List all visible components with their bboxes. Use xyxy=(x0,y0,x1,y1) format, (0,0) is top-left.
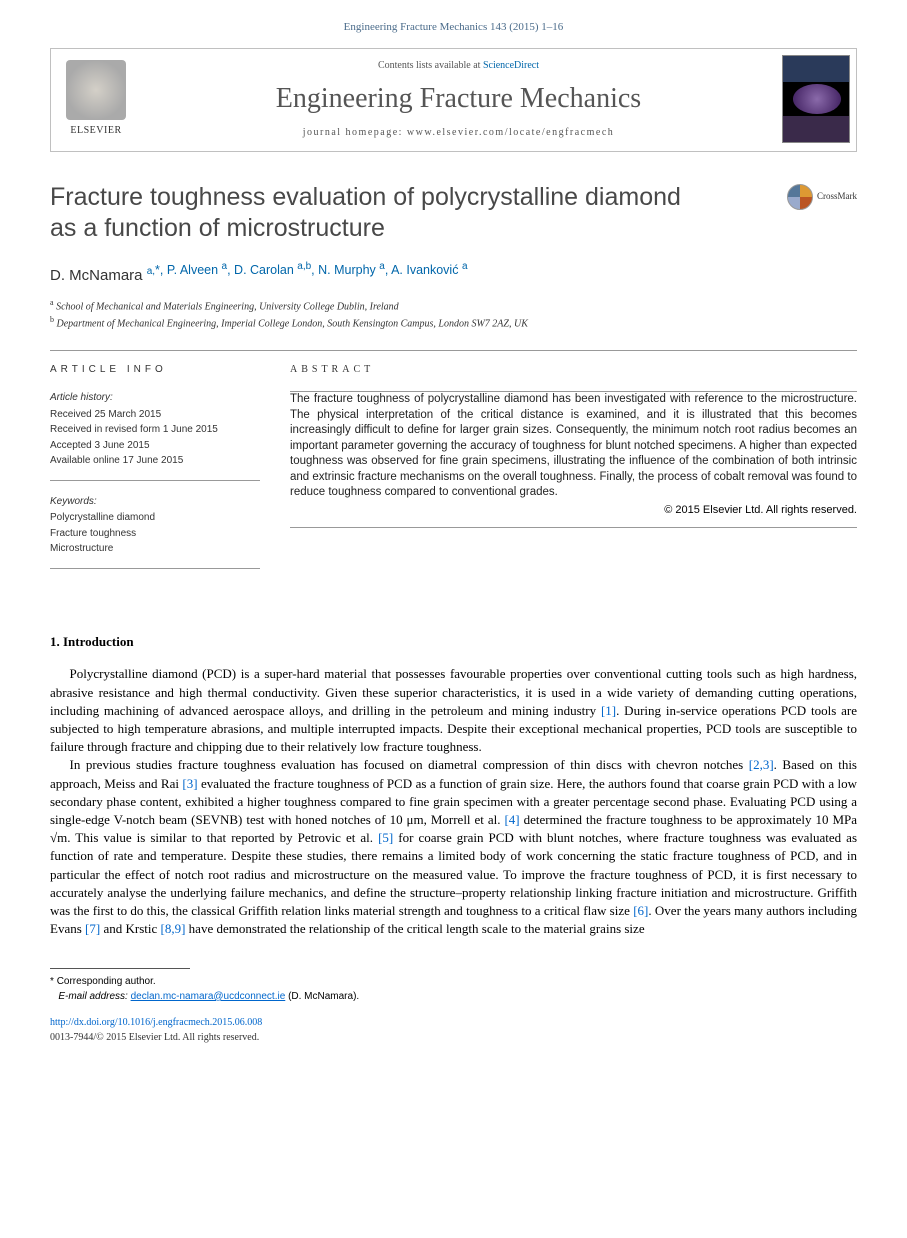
citation-ref[interactable]: [2,3] xyxy=(749,757,774,772)
affiliation-b: b Department of Mechanical Engineering, … xyxy=(50,314,857,331)
keyword: Fracture toughness xyxy=(50,527,260,542)
affiliation-a: a School of Mechanical and Materials Eng… xyxy=(50,297,857,314)
journal-homepage: journal homepage: www.elsevier.com/locat… xyxy=(141,126,776,141)
footer: * Corresponding author. E-mail address: … xyxy=(50,968,857,1045)
affiliation-b-text: Department of Mechanical Engineering, Im… xyxy=(57,319,528,330)
corr-symbol: * xyxy=(50,976,54,987)
abstract-copyright: © 2015 Elsevier Ltd. All rights reserved… xyxy=(290,503,857,519)
keywords-label: Keywords: xyxy=(50,495,260,510)
citation-ref[interactable]: [7] xyxy=(85,921,100,936)
affiliation-a-text: School of Mechanical and Materials Engin… xyxy=(56,301,399,312)
history-block: Article history: Received 25 March 2015 … xyxy=(50,391,260,481)
sciencedirect-link[interactable]: ScienceDirect xyxy=(483,60,539,71)
citation-line: Engineering Fracture Mechanics 143 (2015… xyxy=(0,0,907,48)
citation-ref[interactable]: [8,9] xyxy=(161,921,186,936)
citation-ref[interactable]: [6] xyxy=(633,903,648,918)
text: and Krstic xyxy=(100,921,160,936)
email-link[interactable]: declan.mc-namara@ucdconnect.ie xyxy=(131,991,286,1002)
footnote-rule xyxy=(50,968,190,969)
article-info: ARTICLE INFO Article history: Received 2… xyxy=(50,363,260,583)
text: have demonstrated the relationship of th… xyxy=(185,921,644,936)
homepage-url: www.elsevier.com/locate/engfracmech xyxy=(407,127,614,138)
history-item: Accepted 3 June 2015 xyxy=(50,439,260,454)
divider xyxy=(290,527,857,528)
crossmark-icon xyxy=(787,184,813,210)
journal-header: ELSEVIER Contents lists available at Sci… xyxy=(50,48,857,152)
history-item: Received in revised form 1 June 2015 xyxy=(50,423,260,438)
history-label: Article history: xyxy=(50,391,260,406)
history-item: Available online 17 June 2015 xyxy=(50,454,260,469)
text: In previous studies fracture toughness e… xyxy=(70,757,749,772)
history-item: Received 25 March 2015 xyxy=(50,408,260,423)
intro-paragraph-2: In previous studies fracture toughness e… xyxy=(50,756,857,938)
issn-copyright: 0013-7944/© 2015 Elsevier Ltd. All right… xyxy=(50,1031,857,1046)
citation-ref[interactable]: [3] xyxy=(182,776,197,791)
info-abstract-row: ARTICLE INFO Article history: Received 2… xyxy=(50,350,857,603)
article-info-head: ARTICLE INFO xyxy=(50,363,260,378)
author-list: D. McNamara a,*, P. Alveen a, D. Carolan… xyxy=(50,260,857,287)
header-center: Contents lists available at ScienceDirec… xyxy=(141,49,776,151)
publisher-name: ELSEVIER xyxy=(70,124,121,139)
contents-available: Contents lists available at ScienceDirec… xyxy=(141,59,776,74)
email-name: (D. McNamara). xyxy=(288,991,359,1002)
citation-ref[interactable]: [5] xyxy=(378,830,393,845)
citation-ref[interactable]: [4] xyxy=(504,812,519,827)
abstract-head: ABSTRACT xyxy=(290,363,857,378)
publisher-logo: ELSEVIER xyxy=(51,49,141,151)
journal-cover xyxy=(776,49,856,151)
contents-prefix: Contents lists available at xyxy=(378,60,483,71)
homepage-prefix: journal homepage: xyxy=(303,127,407,138)
keyword: Polycrystalline diamond xyxy=(50,511,260,526)
corresponding-author: * Corresponding author. xyxy=(50,975,857,990)
crossmark-label: CrossMark xyxy=(817,190,857,203)
keywords-block: Keywords: Polycrystalline diamond Fractu… xyxy=(50,495,260,569)
keyword: Microstructure xyxy=(50,542,260,557)
intro-paragraph-1: Polycrystalline diamond (PCD) is a super… xyxy=(50,665,857,756)
journal-name: Engineering Fracture Mechanics xyxy=(141,79,776,120)
article-title: Fracture toughness evaluation of polycry… xyxy=(50,182,690,245)
abstract-text: The fracture toughness of polycrystallin… xyxy=(290,392,857,501)
abstract-block: ABSTRACT The fracture toughness of polyc… xyxy=(290,363,857,583)
affiliations: a School of Mechanical and Materials Eng… xyxy=(50,297,857,332)
corr-text: Corresponding author. xyxy=(57,976,156,987)
email-line: E-mail address: declan.mc-namara@ucdconn… xyxy=(50,990,857,1005)
section-heading: 1. Introduction xyxy=(50,633,857,652)
citation-ref[interactable]: [1] xyxy=(601,703,616,718)
email-label: E-mail address: xyxy=(58,991,127,1002)
cover-thumbnail-icon xyxy=(782,55,850,143)
elsevier-tree-icon xyxy=(66,60,126,120)
doi-link[interactable]: http://dx.doi.org/10.1016/j.engfracmech.… xyxy=(50,1016,857,1031)
crossmark-badge[interactable]: CrossMark xyxy=(787,184,857,210)
